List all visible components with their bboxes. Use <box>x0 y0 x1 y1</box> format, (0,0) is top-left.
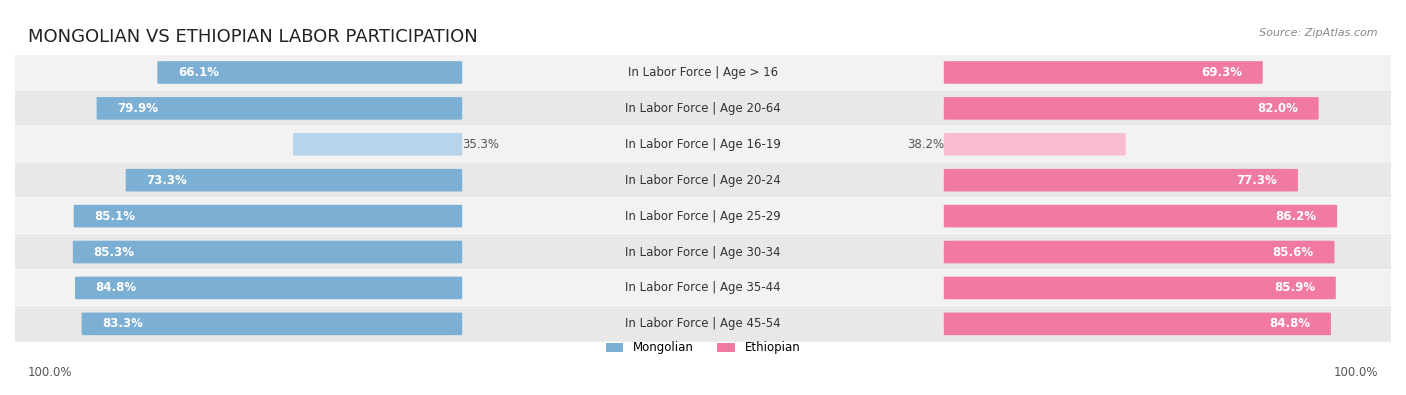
FancyBboxPatch shape <box>943 241 1334 263</box>
Text: In Labor Force | Age 25-29: In Labor Force | Age 25-29 <box>626 210 780 223</box>
FancyBboxPatch shape <box>943 312 1331 335</box>
FancyBboxPatch shape <box>943 61 1263 84</box>
Legend: Mongolian, Ethiopian: Mongolian, Ethiopian <box>600 337 806 359</box>
Text: 38.2%: 38.2% <box>907 138 943 151</box>
Text: 85.9%: 85.9% <box>1274 282 1315 294</box>
Text: 84.8%: 84.8% <box>1270 317 1310 330</box>
FancyBboxPatch shape <box>125 169 463 192</box>
Text: In Labor Force | Age 20-24: In Labor Force | Age 20-24 <box>626 174 780 187</box>
Text: In Labor Force | Age 35-44: In Labor Force | Age 35-44 <box>626 282 780 294</box>
FancyBboxPatch shape <box>1 234 1405 270</box>
FancyBboxPatch shape <box>1 162 1405 199</box>
FancyBboxPatch shape <box>943 205 1337 228</box>
Text: 66.1%: 66.1% <box>179 66 219 79</box>
Text: In Labor Force | Age 20-64: In Labor Force | Age 20-64 <box>626 102 780 115</box>
FancyBboxPatch shape <box>73 241 463 263</box>
Text: 83.3%: 83.3% <box>103 317 143 330</box>
FancyBboxPatch shape <box>157 61 463 84</box>
Text: 79.9%: 79.9% <box>117 102 159 115</box>
Text: Source: ZipAtlas.com: Source: ZipAtlas.com <box>1260 28 1378 38</box>
Text: 35.3%: 35.3% <box>463 138 499 151</box>
FancyBboxPatch shape <box>75 276 463 299</box>
FancyBboxPatch shape <box>73 205 463 228</box>
Text: MONGOLIAN VS ETHIOPIAN LABOR PARTICIPATION: MONGOLIAN VS ETHIOPIAN LABOR PARTICIPATI… <box>28 28 478 46</box>
FancyBboxPatch shape <box>943 97 1319 120</box>
Text: 100.0%: 100.0% <box>1333 366 1378 379</box>
FancyBboxPatch shape <box>1 306 1405 342</box>
FancyBboxPatch shape <box>1 270 1405 306</box>
Text: In Labor Force | Age 16-19: In Labor Force | Age 16-19 <box>626 138 780 151</box>
Text: 85.6%: 85.6% <box>1272 246 1313 259</box>
Text: 69.3%: 69.3% <box>1201 66 1241 79</box>
FancyBboxPatch shape <box>1 126 1405 163</box>
FancyBboxPatch shape <box>1 54 1405 91</box>
Text: 86.2%: 86.2% <box>1275 210 1316 223</box>
Text: In Labor Force | Age 30-34: In Labor Force | Age 30-34 <box>626 246 780 259</box>
FancyBboxPatch shape <box>97 97 463 120</box>
Text: 100.0%: 100.0% <box>28 366 73 379</box>
Text: 82.0%: 82.0% <box>1257 102 1298 115</box>
FancyBboxPatch shape <box>82 312 463 335</box>
FancyBboxPatch shape <box>1 198 1405 235</box>
Text: 85.3%: 85.3% <box>93 246 135 259</box>
FancyBboxPatch shape <box>1 90 1405 127</box>
Text: In Labor Force | Age 45-54: In Labor Force | Age 45-54 <box>626 317 780 330</box>
Text: 77.3%: 77.3% <box>1236 174 1277 187</box>
FancyBboxPatch shape <box>943 169 1298 192</box>
FancyBboxPatch shape <box>943 276 1336 299</box>
Text: 84.8%: 84.8% <box>96 282 136 294</box>
Text: 85.1%: 85.1% <box>94 210 135 223</box>
FancyBboxPatch shape <box>292 133 463 156</box>
FancyBboxPatch shape <box>943 133 1126 156</box>
Text: In Labor Force | Age > 16: In Labor Force | Age > 16 <box>628 66 778 79</box>
Text: 73.3%: 73.3% <box>146 174 187 187</box>
